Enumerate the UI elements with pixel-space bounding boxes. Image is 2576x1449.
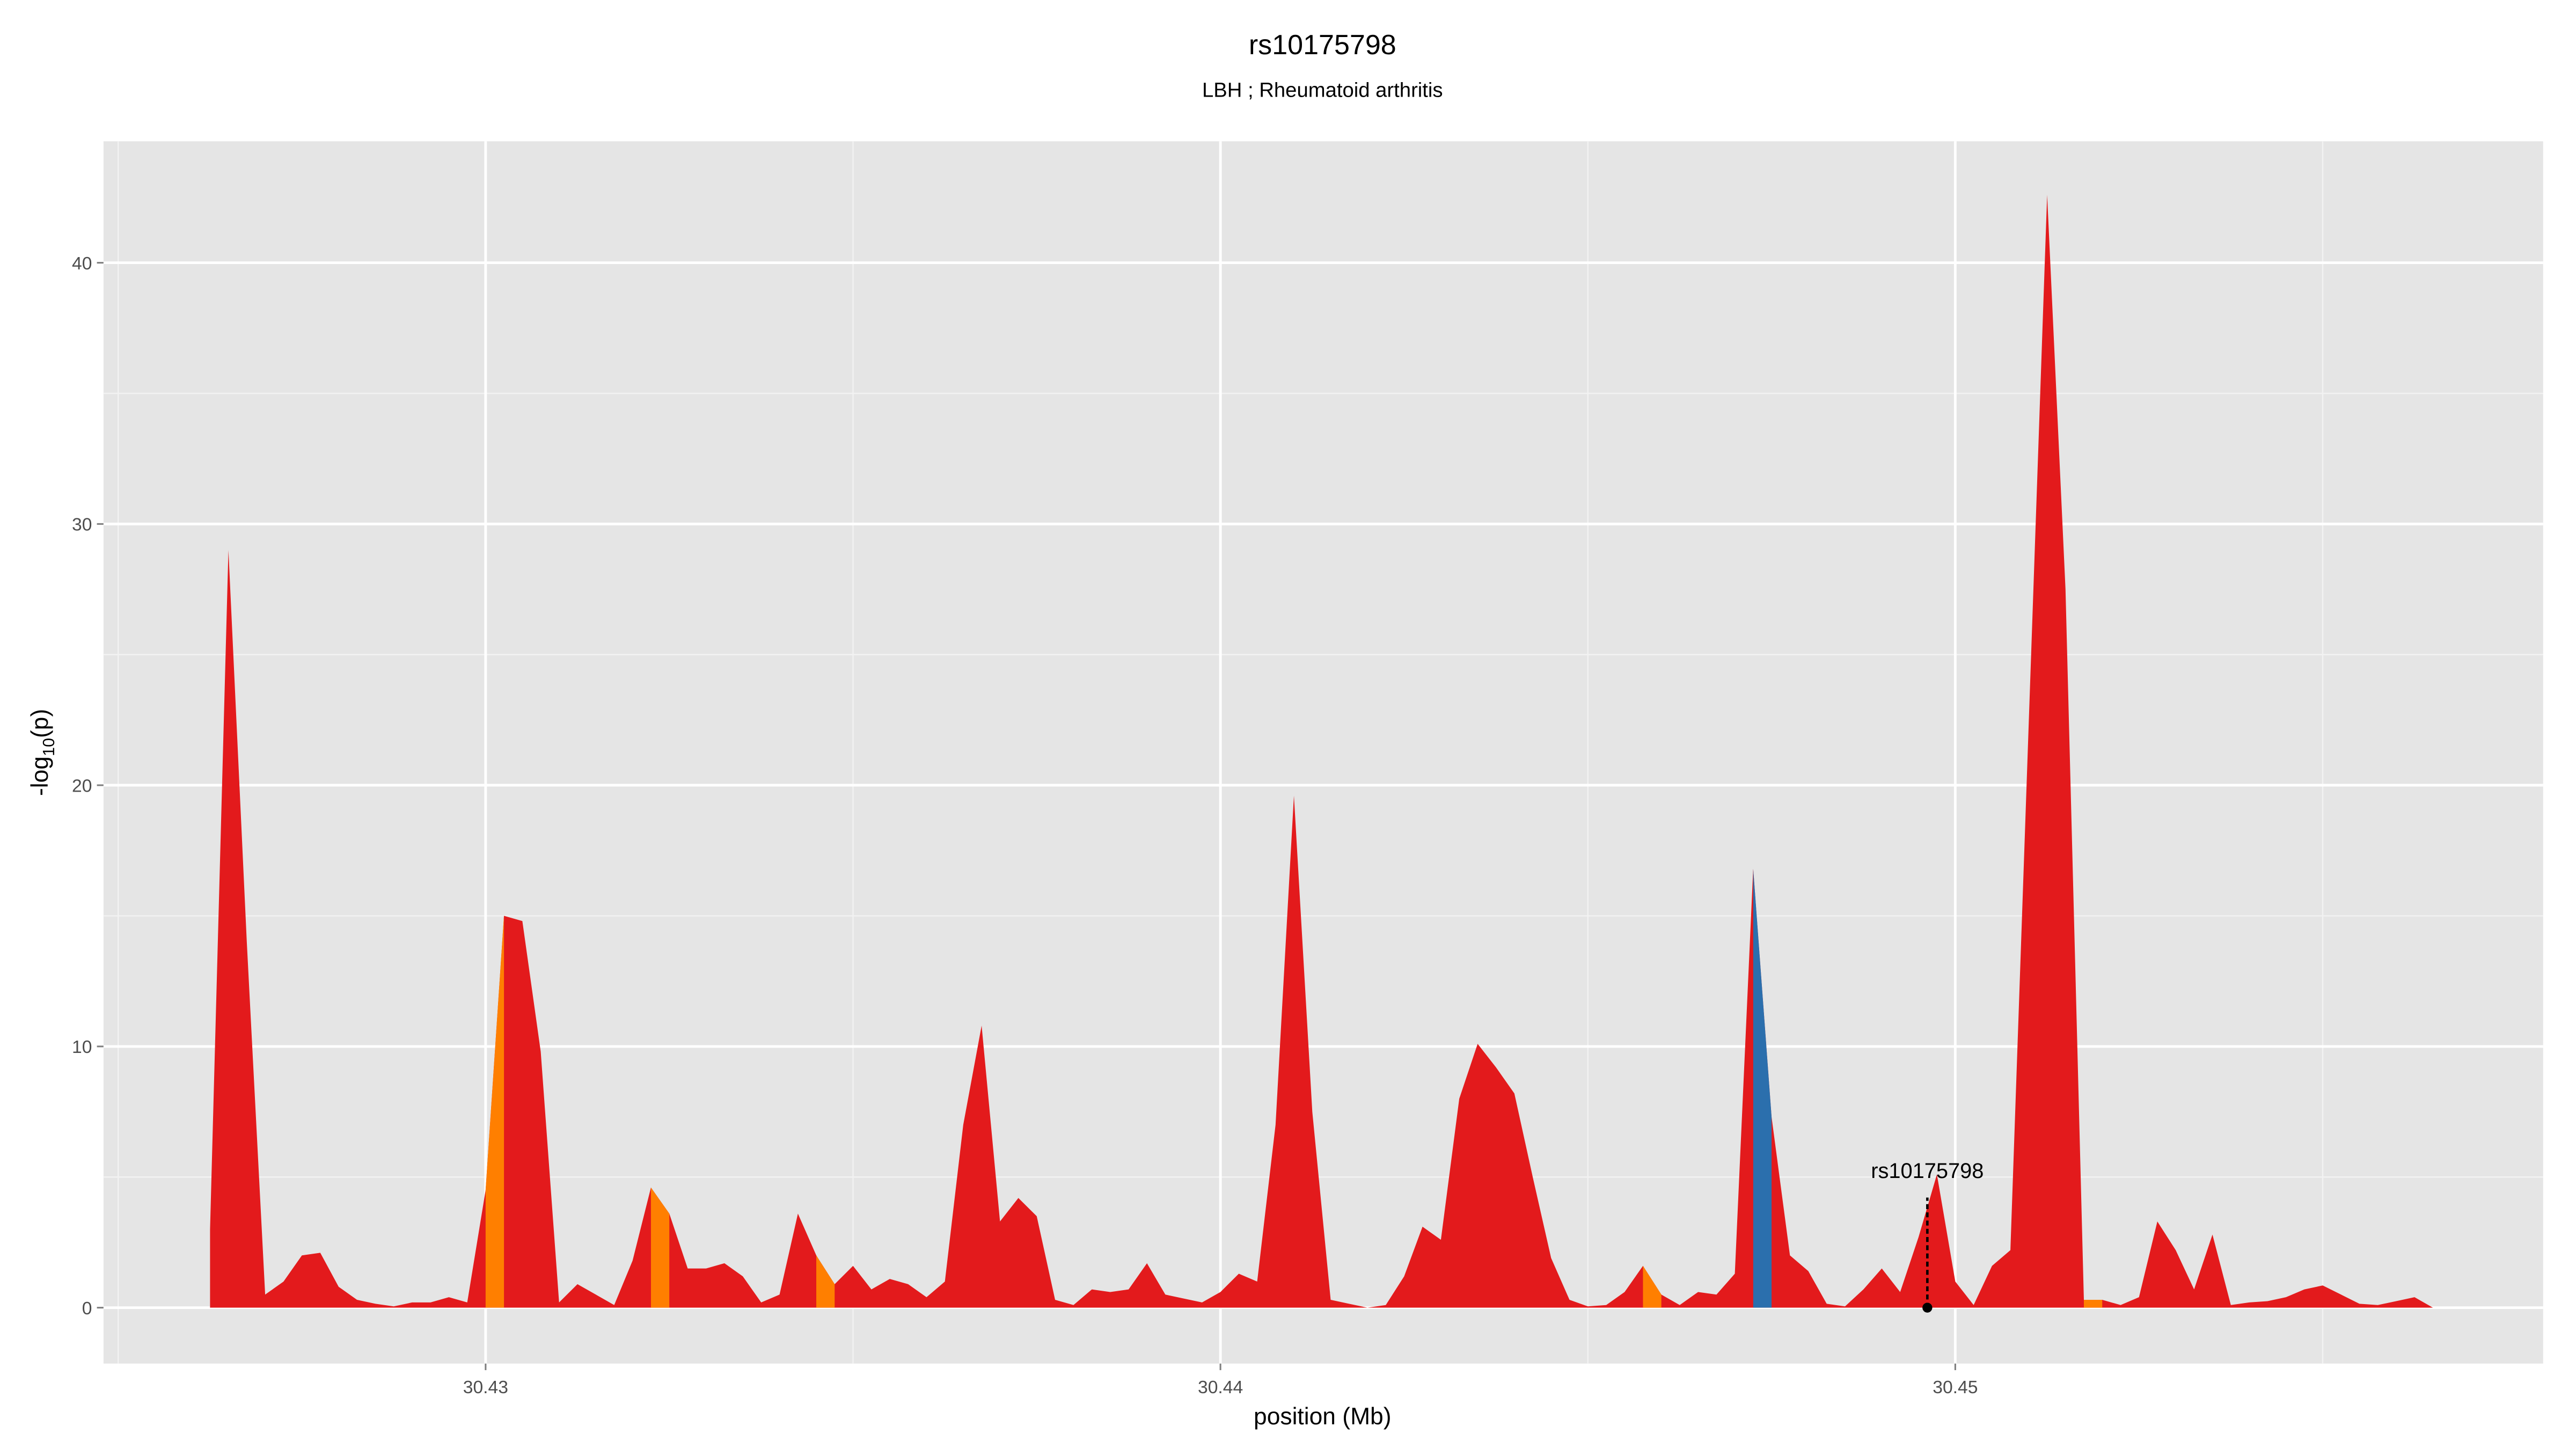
x-tick-label: 30.45 [1933, 1378, 1978, 1397]
annotation-label: rs10175798 [1871, 1159, 1984, 1183]
y-axis-label: -log10(p) [27, 709, 58, 796]
plot-panel [103, 141, 2543, 1364]
chart-title: rs10175798 [1249, 30, 1396, 61]
y-tick-label: 10 [72, 1037, 92, 1057]
area [650, 1187, 670, 1308]
y-tick-label: 20 [72, 776, 92, 796]
axes: 30.43 30.44 30.45 0 10 20 30 40 [72, 254, 1978, 1397]
annotation-point [1922, 1302, 1933, 1313]
y-tick-label: 40 [72, 254, 92, 274]
area [816, 1255, 835, 1308]
y-label-sub: 10 [40, 738, 58, 756]
y-label-main: -log [27, 756, 53, 796]
area [485, 916, 504, 1308]
y-label-end: (p) [27, 709, 53, 738]
x-tick-label: 30.44 [1198, 1378, 1243, 1397]
y-tick-label: 30 [72, 515, 92, 535]
area [1753, 868, 1772, 1308]
chart-subtitle: LBH ; Rheumatoid arthritis [1202, 79, 1443, 102]
x-axis-label: position (Mb) [1254, 1403, 1391, 1430]
y-tick-label: 0 [82, 1299, 92, 1319]
areas: rs10175798 [210, 195, 2433, 1313]
x-tick-label: 30.43 [463, 1378, 508, 1397]
area [1643, 1265, 1662, 1308]
area [2083, 1300, 2103, 1308]
